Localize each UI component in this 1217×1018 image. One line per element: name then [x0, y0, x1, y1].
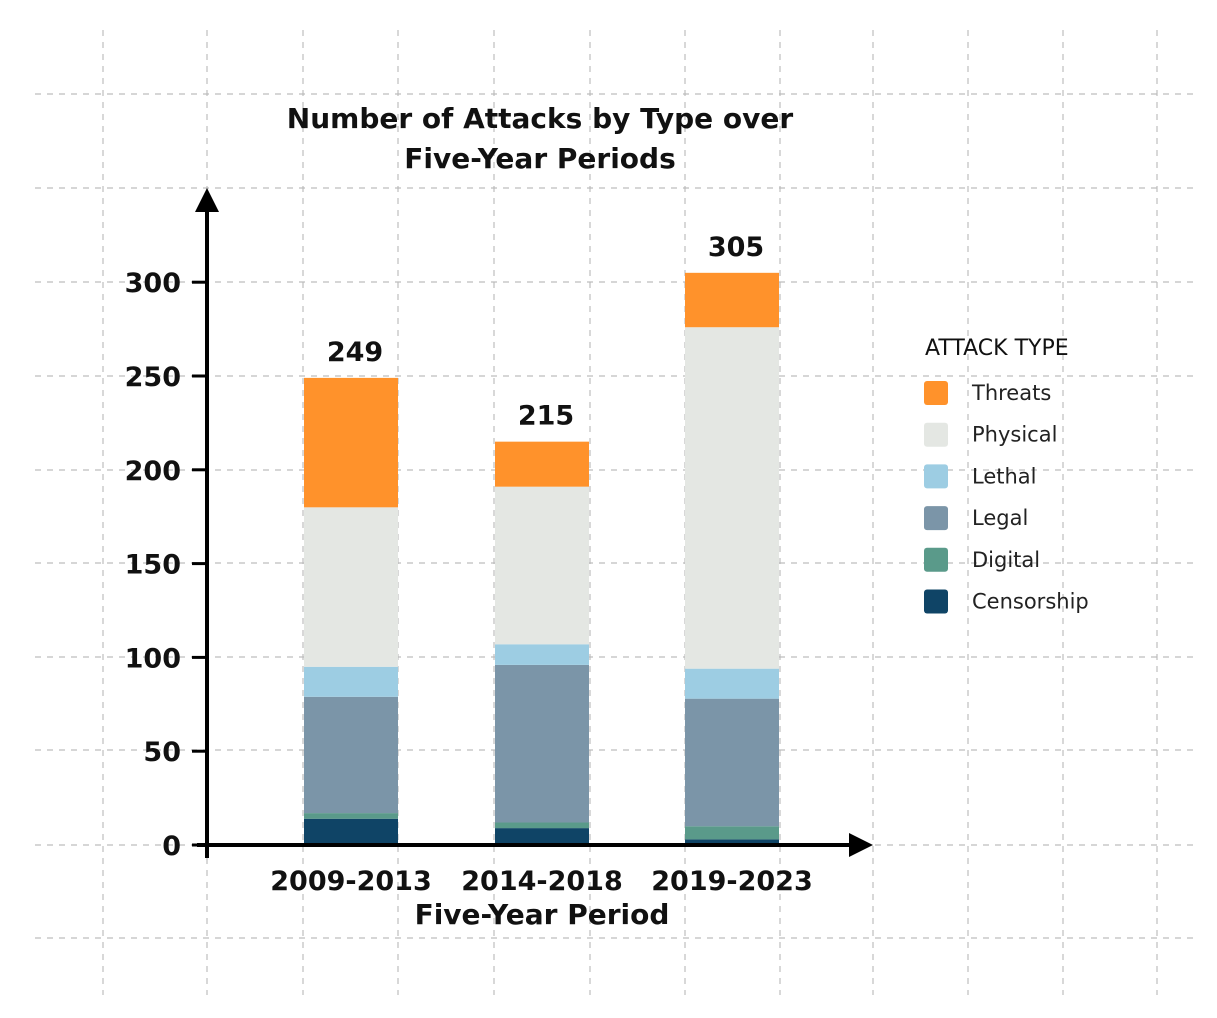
bar-segment-legal	[304, 696, 398, 814]
y-ticks-group: 0 50 100 150 200 250 300	[125, 268, 207, 862]
bar-segment-threats	[304, 377, 398, 508]
bar-segment-physical	[685, 327, 779, 669]
x-axis-label: Five-Year Period	[415, 898, 670, 931]
y-axis-arrow	[195, 188, 219, 212]
legend-swatch-physical	[924, 422, 948, 447]
chart-title-line-1: Number of Attacks by Type over	[287, 102, 794, 135]
legend-label-physical: Physical	[972, 423, 1057, 447]
bar-segment-censorship	[304, 818, 398, 845]
legend-swatch-censorship	[924, 589, 948, 614]
bar-segment-threats	[685, 272, 779, 328]
bar-segment-lethal	[495, 644, 589, 665]
legend-label-threats: Threats	[971, 381, 1051, 405]
bar-segment-digital	[495, 822, 589, 829]
y-tick-label: 300	[125, 268, 181, 299]
bar-segment-legal	[685, 698, 779, 827]
legend: ATTACK TYPE Threats Physical Lethal Legal Di…	[924, 336, 1089, 614]
legend-label-censorship: Censorship	[972, 590, 1089, 614]
axes-group	[195, 188, 873, 858]
bar-segment-lethal	[685, 668, 779, 699]
legend-label-lethal: Lethal	[972, 464, 1037, 488]
legend-title: ATTACK TYPE	[925, 336, 1069, 361]
y-tick-label: 50	[143, 737, 181, 768]
y-tick-label: 0	[162, 831, 181, 862]
bar-segment-censorship	[685, 839, 779, 845]
bars-group	[304, 272, 779, 845]
x-axis-arrow	[849, 833, 873, 857]
y-tick-label: 200	[125, 456, 181, 487]
y-tick-label: 250	[125, 362, 181, 393]
x-tick-label: 2014-2018	[461, 866, 623, 897]
legend-swatch-lethal	[924, 464, 948, 489]
legend-swatch-threats	[924, 381, 948, 405]
legend-swatch-digital	[924, 547, 948, 572]
bar-segment-physical	[495, 486, 589, 645]
bar-segment-digital	[304, 813, 398, 819]
legend-swatch-legal	[924, 506, 948, 531]
y-tick-label: 100	[125, 643, 181, 674]
legend-label-digital: Digital	[972, 548, 1040, 572]
bar-total-label: 305	[708, 232, 764, 263]
bar-segment-digital	[685, 826, 779, 840]
x-ticks-group: 2009-2013 2014-2018 2019-2023	[270, 866, 813, 897]
x-tick-label: 2019-2023	[651, 866, 813, 897]
bar-segment-lethal	[304, 666, 398, 697]
bar-segment-legal	[495, 664, 589, 823]
bar-total-label: 215	[518, 401, 574, 432]
y-tick-label: 150	[125, 550, 181, 581]
legend-label-legal: Legal	[972, 506, 1028, 530]
totals-group: 249 215 305	[327, 232, 764, 432]
bar-segment-threats	[495, 441, 589, 487]
bar-segment-physical	[304, 507, 398, 667]
bar-total-label: 249	[327, 337, 383, 368]
bar-segment-censorship	[495, 828, 589, 845]
x-tick-label: 2009-2013	[270, 866, 432, 897]
chart-title-line-2: Five-Year Periods	[404, 142, 675, 175]
